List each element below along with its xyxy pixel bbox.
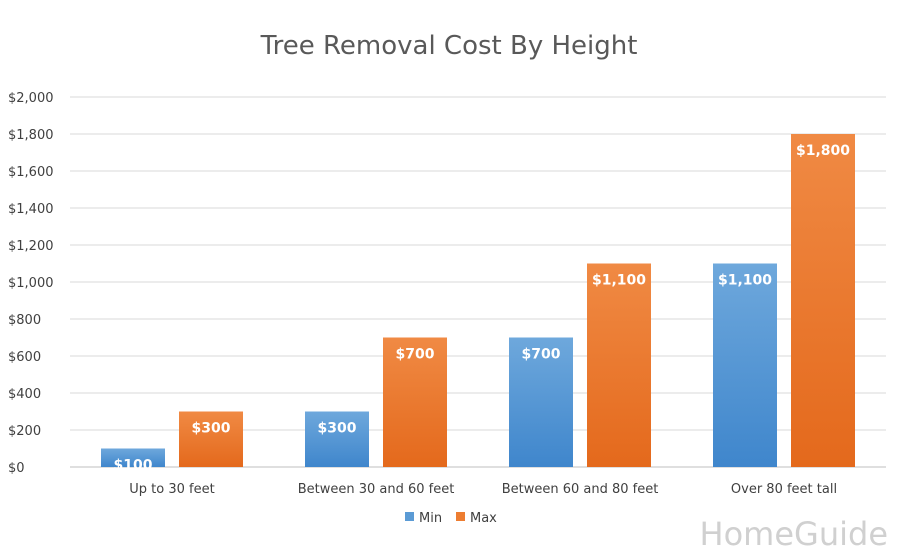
y-tick-label: $1,400 bbox=[8, 202, 54, 217]
bar-max bbox=[791, 134, 855, 467]
y-tick-label: $400 bbox=[8, 387, 41, 402]
data-label-min: $100 bbox=[114, 458, 153, 474]
data-label-max: $1,100 bbox=[592, 273, 646, 289]
data-label-min: $1,100 bbox=[718, 273, 772, 289]
bar-min bbox=[101, 448, 165, 467]
data-label-max: $700 bbox=[396, 347, 435, 363]
y-tick-label: $200 bbox=[8, 424, 41, 439]
y-tick-label: $600 bbox=[8, 350, 41, 365]
legend-label-max: Max bbox=[470, 511, 497, 526]
y-tick-label: $2,000 bbox=[8, 91, 54, 106]
y-tick-label: $1,000 bbox=[8, 276, 54, 291]
y-tick-label: $800 bbox=[8, 313, 41, 328]
y-tick-label: $1,800 bbox=[8, 128, 54, 143]
legend: Min Max bbox=[405, 511, 497, 526]
bar-max bbox=[383, 337, 447, 467]
data-label-min: $300 bbox=[318, 421, 357, 437]
x-category-label: Between 30 and 60 feet bbox=[298, 482, 455, 497]
legend-swatch-min bbox=[405, 512, 414, 521]
legend-swatch-max bbox=[456, 512, 465, 521]
bar-max bbox=[587, 263, 651, 467]
brand-watermark: HomeGuide bbox=[700, 515, 888, 553]
x-axis-categories: Up to 30 feet Between 30 and 60 feet Betwe… bbox=[129, 482, 837, 497]
legend-label-min: Min bbox=[419, 511, 442, 526]
y-axis-ticks: $0 $200 $400 $600 $800 $1,000 $1,200 $1,400 $1,6… bbox=[8, 91, 54, 476]
bars bbox=[101, 134, 855, 467]
y-tick-label: $0 bbox=[8, 461, 25, 476]
data-label-max: $1,800 bbox=[796, 143, 850, 159]
x-category-label: Over 80 feet tall bbox=[731, 482, 837, 497]
y-tick-label: $1,200 bbox=[8, 239, 54, 254]
chart-title: Tree Removal Cost By Height bbox=[260, 31, 638, 61]
x-category-label: Up to 30 feet bbox=[129, 482, 214, 497]
y-tick-label: $1,600 bbox=[8, 165, 54, 180]
data-label-max: $300 bbox=[192, 421, 231, 437]
data-label-min: $700 bbox=[522, 347, 561, 363]
bar-max bbox=[179, 411, 243, 467]
bar-min bbox=[713, 263, 777, 467]
bar-min bbox=[305, 411, 369, 467]
x-category-label: Between 60 and 80 feet bbox=[502, 482, 659, 497]
data-labels: $100 $300 $300 $700 $700 $1,100 $1,100 $1,800 bbox=[114, 143, 851, 474]
bar-min bbox=[509, 337, 573, 467]
